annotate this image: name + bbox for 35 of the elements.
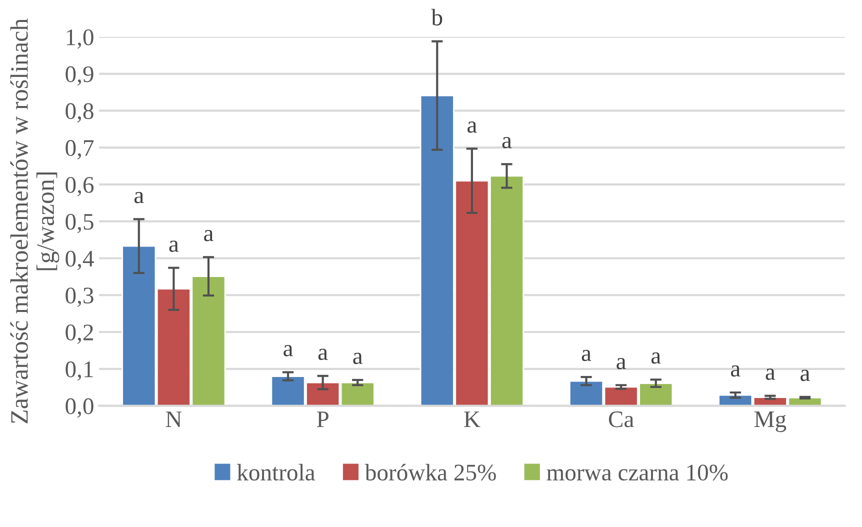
data-label: a bbox=[616, 358, 626, 370]
legend-label: borówka 25% bbox=[364, 464, 496, 481]
y-tick-label: 0,7 bbox=[66, 140, 94, 160]
y-tick-label: 0,3 bbox=[66, 288, 94, 307]
data-label: a bbox=[134, 192, 144, 204]
x-tick-label: Ca bbox=[608, 411, 634, 428]
data-label: a bbox=[651, 352, 661, 364]
y-tick-label: 0,8 bbox=[66, 103, 94, 122]
x-tick-label: P bbox=[316, 412, 328, 428]
data-label: b bbox=[431, 8, 442, 26]
y-tick-label: 0,9 bbox=[66, 66, 94, 86]
y-tick-label: 0,1 bbox=[66, 361, 93, 381]
data-label: a bbox=[800, 370, 810, 382]
data-label: a bbox=[169, 240, 179, 252]
data-label: a bbox=[204, 230, 214, 242]
y-tick-label: 0,6 bbox=[66, 176, 94, 196]
y-tick-label: 1,0 bbox=[66, 29, 94, 49]
data-label: a bbox=[468, 121, 477, 133]
data-label: a bbox=[318, 348, 328, 360]
y-axis-title: Zawartość makroelementów w roślinach [g/wazon] bbox=[10, 18, 60, 424]
data-label: a bbox=[582, 350, 592, 362]
data-label: a bbox=[353, 352, 363, 364]
data-label: a bbox=[730, 365, 740, 377]
y-tick-label: 0,0 bbox=[66, 398, 94, 418]
x-tick-label: N bbox=[166, 412, 182, 428]
y-tick-label: 0,5 bbox=[66, 214, 94, 234]
y-tick-label: 0,2 bbox=[66, 324, 93, 344]
data-label: a bbox=[502, 136, 512, 148]
data-label: a bbox=[766, 368, 776, 380]
legend-label: kontrola bbox=[237, 464, 315, 481]
legend-label: morwa czarna 10% bbox=[546, 464, 728, 481]
y-tick-label: 0,4 bbox=[66, 250, 94, 270]
x-tick-label: Mg bbox=[754, 412, 786, 432]
data-label: a bbox=[284, 345, 293, 356]
x-tick-label: K bbox=[464, 412, 480, 428]
